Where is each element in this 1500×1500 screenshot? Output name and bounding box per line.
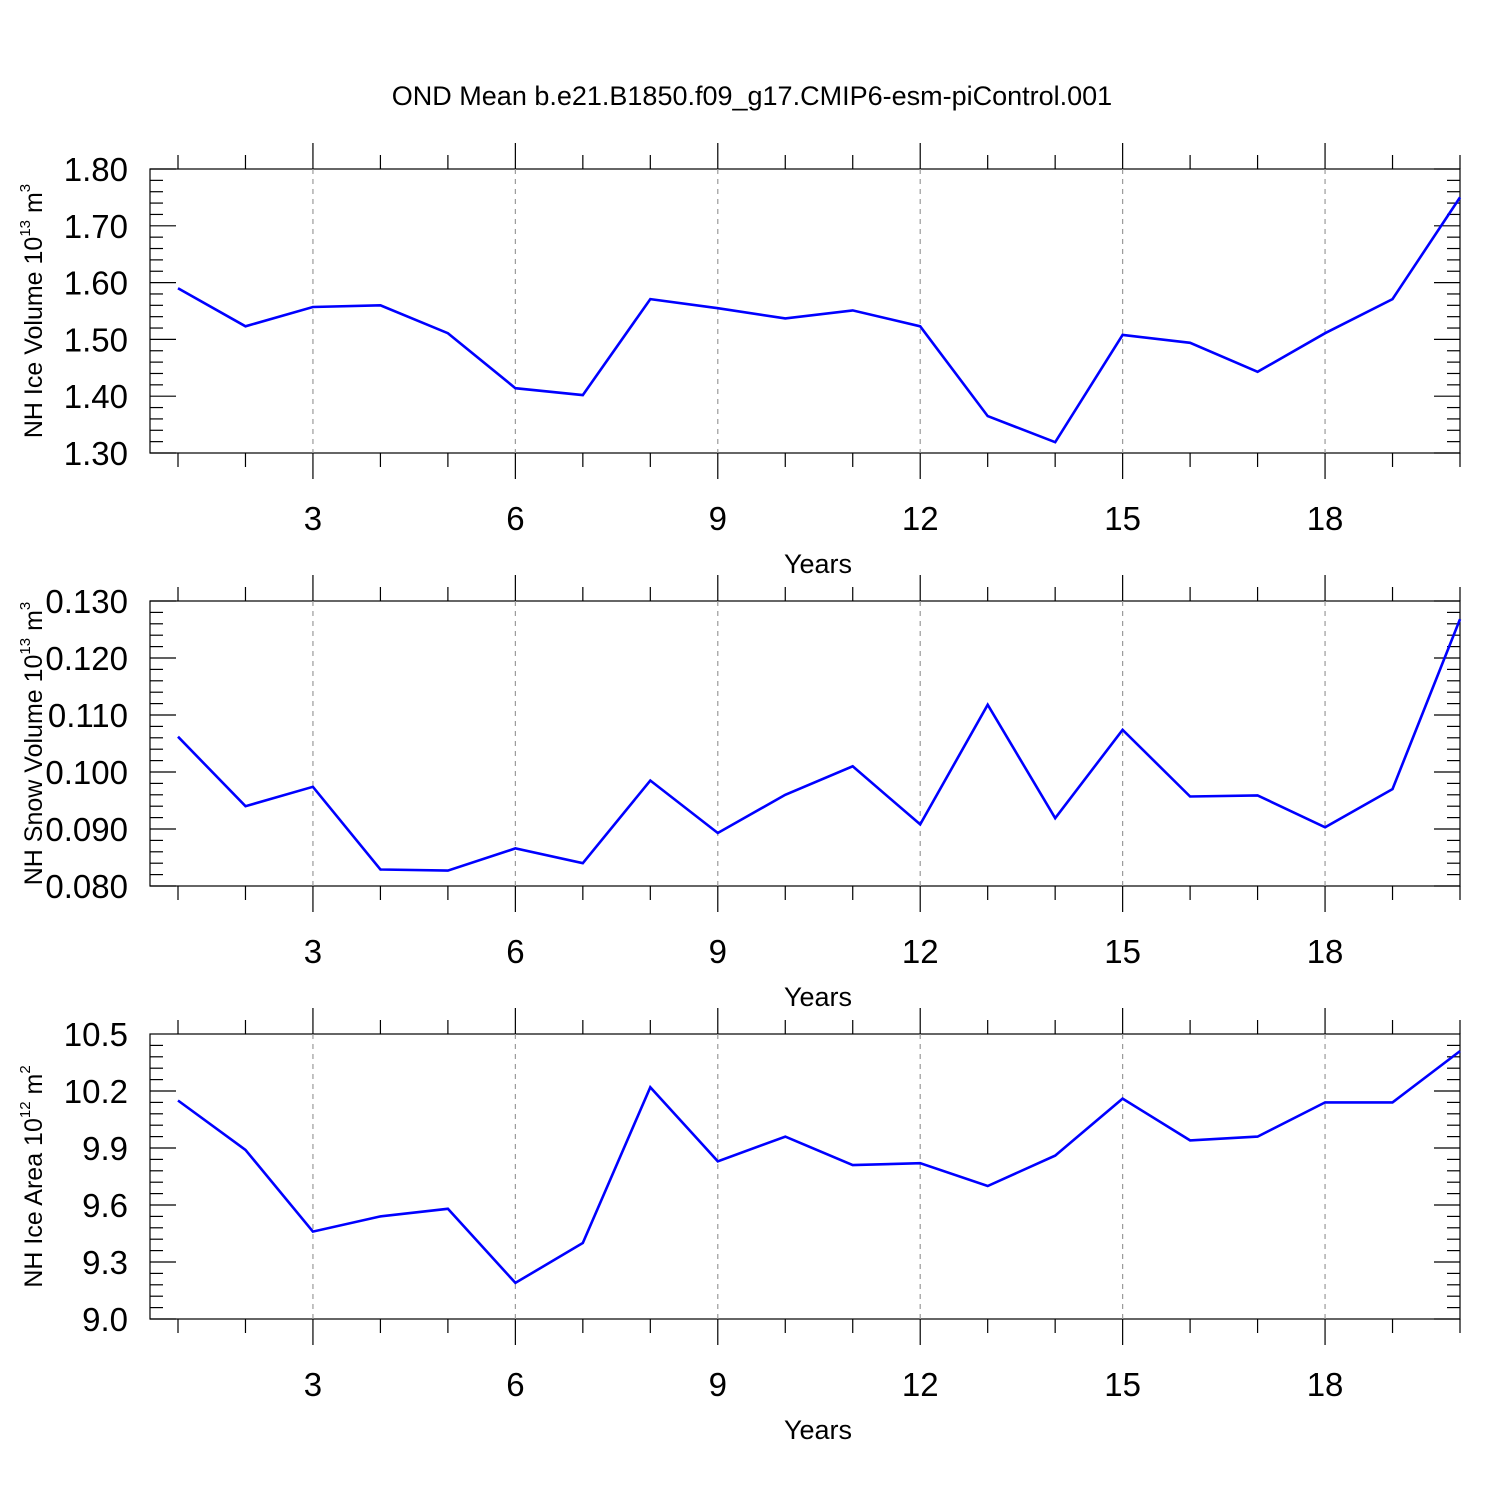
ice-area-ytick-label-4: 10.2 bbox=[64, 1073, 128, 1110]
ice-area-yaxis-label: NH Ice Area 1012 m2 bbox=[17, 1065, 48, 1287]
ice-area-xtick-label-18: 18 bbox=[1307, 1366, 1344, 1403]
snow-volume-ytick-label-1: 0.090 bbox=[45, 811, 128, 848]
ice-volume-ytick-label-2: 1.50 bbox=[64, 321, 128, 358]
snow-volume-ytick-label-4: 0.120 bbox=[45, 640, 128, 677]
ice-volume-xaxis-label: Years bbox=[784, 549, 852, 579]
ice-volume-ytick-label-5: 1.80 bbox=[64, 151, 128, 188]
ice-volume-yaxis-label-unit: m bbox=[20, 192, 48, 220]
snow-volume-series-line bbox=[177, 618, 1462, 872]
ice-area-xaxis-label: Years bbox=[784, 1415, 852, 1445]
ice-volume-yaxis-label-exponent: 13 bbox=[17, 220, 34, 237]
ice-area-xtick-label-15: 15 bbox=[1104, 1366, 1141, 1403]
panel-snow-volume: 3 6 9 12 15 18 0.080 0.090 0.100 0.110 0.120 0.130 Y… bbox=[17, 575, 1462, 1012]
ice-volume-ytick-label-3: 1.60 bbox=[64, 265, 128, 302]
panel-ice-area: 3 6 9 12 15 18 9.0 9.3 9.6 9.9 10.2 10.5 Years NH Ice… bbox=[17, 1008, 1461, 1445]
snow-volume-xtick-label-15: 15 bbox=[1104, 933, 1141, 970]
snow-volume-xtick-label-6: 6 bbox=[506, 933, 524, 970]
ice-volume-plot-frame bbox=[149, 168, 1461, 454]
snow-volume-xtick-label-3: 3 bbox=[304, 933, 322, 970]
ice-area-yaxis-label-exponent: 12 bbox=[17, 1101, 34, 1118]
snow-volume-yaxis-label-unit: m bbox=[20, 610, 48, 638]
snow-volume-xtick-label-9: 9 bbox=[709, 933, 727, 970]
ice-area-xtick-label-3: 3 bbox=[304, 1366, 322, 1403]
ice-area-xtick-label-9: 9 bbox=[709, 1366, 727, 1403]
ice-area-yaxis-label-unit-exponent: 2 bbox=[17, 1065, 34, 1073]
ice-area-ytick-label-0: 9.0 bbox=[82, 1301, 128, 1338]
snow-volume-ytick-label-3: 0.110 bbox=[48, 697, 128, 734]
snow-volume-yaxis-label-unit-exponent: 3 bbox=[17, 602, 34, 610]
ice-area-series-line bbox=[177, 1050, 1461, 1285]
snow-volume-plot-frame bbox=[149, 600, 1461, 887]
figure-title: OND Mean b.e21.B1850.f09_g17.CMIP6-esm-p… bbox=[392, 81, 1112, 111]
ice-volume-series-line bbox=[177, 196, 1462, 444]
ice-area-xtick-label-6: 6 bbox=[506, 1366, 524, 1403]
snow-volume-yaxis-label-exponent: 13 bbox=[17, 638, 34, 655]
ice-volume-xtick-label-15: 15 bbox=[1104, 500, 1141, 537]
ice-volume-ytick-label-1: 1.40 bbox=[64, 378, 128, 415]
ice-area-yaxis-label-text: NH Ice Area 10 bbox=[20, 1118, 48, 1288]
ice-area-plot-frame bbox=[149, 1033, 1461, 1320]
ice-volume-xtick-label-12: 12 bbox=[902, 500, 939, 537]
ice-volume-xtick-label-6: 6 bbox=[506, 500, 524, 537]
snow-volume-yaxis-label: NH Snow Volume 1013 m3 bbox=[17, 602, 48, 886]
ice-volume-xtick-label-18: 18 bbox=[1307, 500, 1344, 537]
snow-volume-xtick-label-18: 18 bbox=[1307, 933, 1344, 970]
ice-volume-yaxis-label-unit-exponent: 3 bbox=[17, 184, 34, 192]
ice-volume-xtick-label-3: 3 bbox=[304, 500, 322, 537]
snow-volume-yaxis-label-text: NH Snow Volume 10 bbox=[20, 655, 48, 886]
ice-volume-ytick-label-0: 1.30 bbox=[64, 435, 128, 472]
ice-volume-xtick-label-9: 9 bbox=[709, 500, 727, 537]
panel-ice-volume: 3 6 9 12 15 18 1.30 1.40 1.50 1.60 1.70 1.80 Years NH… bbox=[17, 143, 1462, 579]
ice-area-ytick-label-5: 10.5 bbox=[64, 1016, 128, 1053]
snow-volume-xtick-label-12: 12 bbox=[902, 933, 939, 970]
ice-area-ytick-label-3: 9.9 bbox=[82, 1130, 128, 1167]
snow-volume-ytick-label-2: 0.100 bbox=[45, 754, 128, 791]
snow-volume-ytick-label-0: 0.080 bbox=[45, 868, 128, 905]
ice-area-ytick-label-1: 9.3 bbox=[82, 1244, 128, 1281]
ice-area-yaxis-label-unit: m bbox=[20, 1074, 48, 1102]
ice-volume-yaxis-label-text: NH Ice Volume 10 bbox=[20, 237, 48, 439]
ice-area-xtick-label-12: 12 bbox=[902, 1366, 939, 1403]
panels: 3 6 9 12 15 18 1.30 1.40 1.50 1.60 1.70 1.80 Years NH… bbox=[17, 143, 1462, 1445]
snow-volume-ytick-label-5: 0.130 bbox=[45, 583, 128, 620]
ice-area-ytick-label-2: 9.6 bbox=[82, 1187, 128, 1224]
ice-volume-ytick-label-4: 1.70 bbox=[64, 208, 128, 245]
snow-volume-xaxis-label: Years bbox=[784, 982, 852, 1012]
ice-volume-yaxis-label: NH Ice Volume 1013 m3 bbox=[17, 184, 48, 438]
